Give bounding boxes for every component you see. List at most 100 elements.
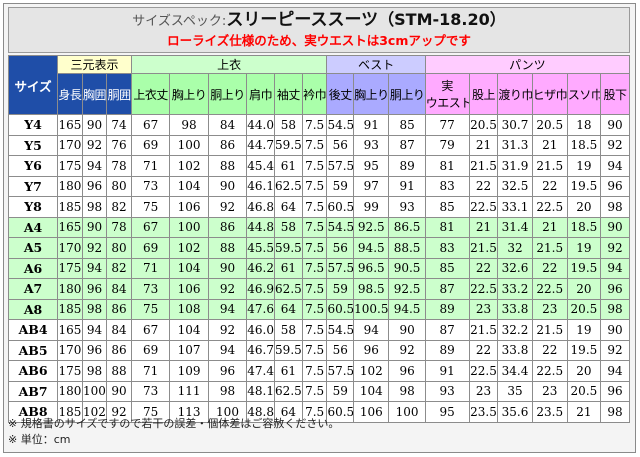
value-cell: 92	[599, 237, 631, 259]
value-cell: 7.5	[301, 134, 328, 156]
value-cell: 60.5	[326, 298, 355, 320]
value-cell: 73	[130, 380, 171, 402]
value-cell: 59	[326, 175, 355, 197]
group-label: 三元表示	[57, 55, 132, 74]
value-cell: 165	[57, 216, 83, 238]
value-cell: 23	[468, 298, 499, 320]
value-cell: 92	[207, 196, 248, 218]
value-cell: 165	[57, 114, 83, 136]
value-cell: 32.2	[497, 319, 533, 341]
value-cell: 175	[57, 257, 83, 279]
value-cell: 64	[274, 298, 303, 320]
value-cell: 92	[81, 134, 108, 156]
value-cell: 97	[353, 175, 390, 197]
value-cell: 91	[353, 114, 390, 136]
col-header-jacket-1: 胸上り	[169, 73, 209, 115]
value-cell: 94	[353, 319, 390, 341]
value-cell: 62.5	[274, 278, 303, 300]
value-cell: 90.5	[388, 257, 426, 279]
value-cell: 93	[353, 134, 390, 156]
value-cell: 62.5	[274, 175, 303, 197]
value-cell: 59	[326, 278, 355, 300]
value-cell: 180	[57, 380, 83, 402]
value-cell: 98	[207, 380, 248, 402]
value-cell: 90	[106, 380, 132, 402]
value-cell: 22.5	[468, 278, 499, 300]
value-cell: 108	[169, 298, 209, 320]
value-cell: 104	[353, 380, 390, 402]
value-cell: 86	[106, 339, 132, 361]
value-cell: 75	[130, 196, 171, 218]
value-cell: 23.5	[468, 401, 499, 423]
value-cell: 90	[81, 114, 108, 136]
table-row: Y6 175 94 78 71 102 88 45.4 61 7.5 57.5 95 89 81 21.5 3…	[7, 155, 631, 177]
value-cell: 93	[424, 380, 470, 402]
value-cell: 90	[599, 216, 631, 238]
value-cell: 71	[130, 155, 171, 177]
col-header-pants-4: スソ巾	[566, 73, 601, 115]
value-cell: 31.3	[497, 134, 533, 156]
value-cell: 21.5	[531, 155, 568, 177]
value-cell: 20	[566, 278, 601, 300]
value-cell: 20	[566, 360, 601, 382]
value-cell: 22.5	[531, 196, 568, 218]
value-cell: 85	[424, 257, 470, 279]
value-cell: 21	[531, 134, 568, 156]
value-cell: 96	[599, 278, 631, 300]
value-cell: 86	[207, 134, 248, 156]
value-cell: 75	[130, 401, 171, 423]
value-cell: 185	[57, 401, 83, 423]
value-cell: 106	[353, 401, 390, 423]
value-cell: 22.5	[531, 278, 568, 300]
value-cell: 54.5	[326, 319, 355, 341]
value-cell: 92	[81, 237, 108, 259]
col-header-label-1: 胸囲	[81, 73, 108, 115]
value-cell: 95	[424, 401, 470, 423]
value-cell: 85	[388, 114, 426, 136]
value-cell: 102	[169, 237, 209, 259]
value-cell: 22.5	[531, 360, 568, 382]
value-cell: 106	[169, 196, 209, 218]
value-cell: 76	[106, 134, 132, 156]
value-cell: 33.1	[497, 196, 533, 218]
value-cell: 87	[424, 278, 470, 300]
value-cell: 20	[566, 196, 601, 218]
value-cell: 61	[274, 360, 303, 382]
group-pants: パンツ	[424, 55, 631, 74]
value-cell: 7.5	[301, 298, 328, 320]
value-cell: 93	[388, 196, 426, 218]
value-cell: 21.5	[468, 155, 499, 177]
note-tolerance: ※ 規格書のサイズですので若干の誤差・個体差はご容赦ください。	[8, 417, 340, 430]
table-row: Y4 165 90 74 67 98 84 44.0 58 7.5 54.5 91 85 77 20.5 30…	[7, 114, 631, 136]
value-cell: 67	[130, 114, 171, 136]
value-cell: 21	[566, 401, 601, 423]
value-cell: 94.5	[388, 298, 426, 320]
value-cell: 22	[468, 257, 499, 279]
value-cell: 88.5	[388, 237, 426, 259]
value-cell: 96	[81, 339, 108, 361]
value-cell: 89	[424, 298, 470, 320]
value-cell: 18	[566, 114, 601, 136]
size-cell: AB6	[7, 360, 59, 382]
table-row: Y8 185 98 82 75 106 92 46.8 64 7.5 60.5 99 93 85 22.5 3…	[7, 196, 631, 218]
value-cell: 19.5	[566, 339, 601, 361]
value-cell: 109	[169, 360, 209, 382]
value-cell: 80	[106, 175, 132, 197]
value-cell: 86	[207, 216, 248, 238]
value-cell: 104	[169, 319, 209, 341]
value-cell: 30.7	[497, 114, 533, 136]
value-cell: 22.5	[468, 196, 499, 218]
value-cell: 100.5	[353, 298, 390, 320]
value-cell: 107	[169, 339, 209, 361]
value-cell: 94	[81, 257, 108, 279]
page-title: サイズスペック:スリーピーススーツ（STM-18.20）	[9, 10, 629, 32]
value-cell: 21.5	[531, 237, 568, 259]
value-cell: 87	[388, 134, 426, 156]
value-cell: 56	[326, 134, 355, 156]
value-cell: 102	[353, 360, 390, 382]
value-cell: 100	[169, 216, 209, 238]
value-cell: 56	[326, 339, 355, 361]
value-cell: 33.8	[497, 339, 533, 361]
size-cell: AB4	[7, 319, 59, 341]
column-header-row: 身長 胸囲 胴囲 上衣丈 胸上り 胴上り 肩巾 袖丈 衿巾 後丈 胸上り 胴上り実ウエスト 股上 渡り巾ヒ…	[9, 73, 631, 115]
